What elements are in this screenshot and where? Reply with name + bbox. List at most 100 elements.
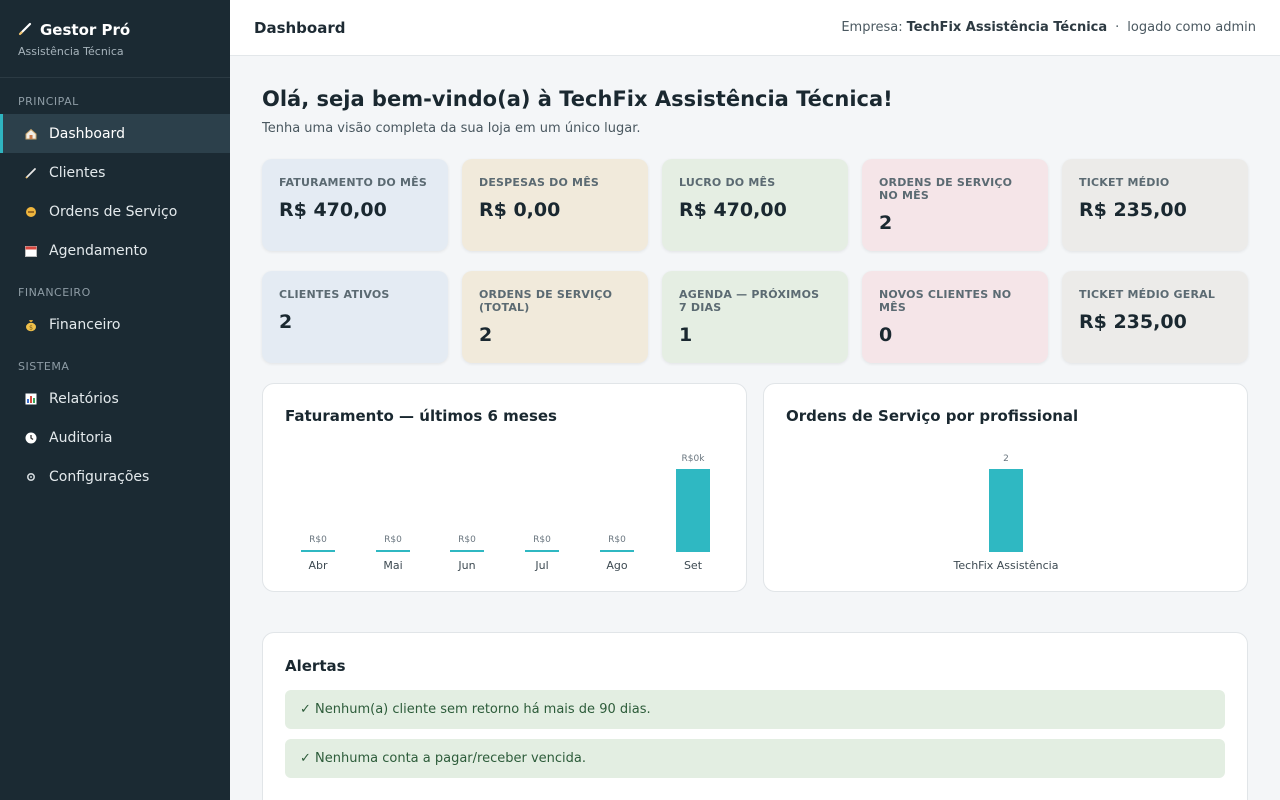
sidebar-item-label: Agendamento [49,242,148,259]
kpi-value: 2 [479,324,493,346]
calendar-icon [22,244,40,258]
bar-value-label: R$0 [458,535,476,545]
wrench-icon [22,205,40,219]
kpi-value: R$ 0,00 [479,199,561,221]
kpi-card: ORDENS DE SERVIÇO NO MÊS 2 [862,159,1048,251]
sidebar: Gestor Pró Assistência Técnica PRINCIPAL… [0,0,230,800]
bar [301,550,335,552]
kpi-label: TICKET MÉDIO GERAL [1079,288,1216,301]
ordens-profissional-chart: 2 TechFix Assistência [953,454,1059,572]
page-title: Dashboard [254,19,346,37]
sidebar-item-clientes[interactable]: Clientes [0,153,230,192]
chart-title: Faturamento — últimos 6 meses [285,407,557,425]
bar-chart-icon [22,392,40,406]
kpi-card: ORDENS DE SERVIÇO (TOTAL) 2 [462,271,648,363]
section-label-financeiro: FINANCEIRO [18,286,91,299]
welcome-subtitle: Tenha uma visão completa da sua loja em … [262,121,641,136]
svg-text:$: $ [29,324,33,331]
alert-text: ✓ Nenhum(a) cliente sem retorno há mais … [300,702,651,717]
kpi-value: R$ 470,00 [279,199,387,221]
chart-panel-ordens-profissional: Ordens de Serviço por profissional 2 Tech… [763,383,1248,592]
bar-value-label: R$0 [309,535,327,545]
money-bag-icon: $ [22,318,40,332]
kpi-card: LUCRO DO MÊS R$ 470,00 [662,159,848,251]
kpi-card: FATURAMENTO DO MÊS R$ 470,00 [262,159,448,251]
topbar: Dashboard Empresa: TechFix Assistência T… [230,0,1280,56]
kpi-value: R$ 470,00 [679,199,787,221]
sidebar-item-financeiro[interactable]: $ Financeiro [0,305,230,344]
sidebar-item-label: Configurações [49,468,150,485]
chart-title: Ordens de Serviço por profissional [786,407,1079,425]
kpi-label: ORDENS DE SERVIÇO NO MÊS [879,176,1013,202]
kpi-value: 2 [279,311,293,333]
sidebar-item-label: Clientes [49,164,106,181]
x-tick-label: Ago [606,559,628,572]
sidebar-item-label: Ordens de Serviço [49,203,178,220]
alert-item: ✓ Nenhuma conta a pagar/receber vencida. [285,739,1225,778]
x-tick-label: Mai [383,559,402,572]
home-icon [22,127,40,141]
sidebar-item-label: Relatórios [49,390,119,407]
kpi-card: TICKET MÉDIO GERAL R$ 235,00 [1062,271,1248,363]
x-tick-label: Jun [457,559,475,572]
gear-icon [22,470,40,484]
kpi-value: R$ 235,00 [1079,199,1187,221]
sidebar-item-label: Auditoria [49,429,113,446]
company-name: TechFix Assistência Técnica [906,20,1108,35]
alerts-title: Alertas [285,657,346,675]
sidebar-item-agendamento[interactable]: Agendamento [0,231,230,270]
kpi-value: 0 [879,324,893,346]
sidebar-item-auditoria[interactable]: Auditoria [0,418,230,457]
bar [989,469,1023,552]
kpi-card: TICKET MÉDIO R$ 235,00 [1062,159,1248,251]
app-name: Gestor Pró [40,21,131,39]
x-tick-label: Abr [308,559,328,572]
sidebar-item-configuracoes[interactable]: Configurações [0,457,230,496]
chart-panel-faturamento: Faturamento — últimos 6 meses R$0 Abr R$0 M… [262,383,747,592]
x-tick-label: TechFix Assistência [953,559,1059,572]
brand-title-row: Gestor Pró [18,20,212,40]
kpi-value: R$ 235,00 [1079,311,1187,333]
x-tick-label: Set [684,559,703,572]
alerts-panel: Alertas ✓ Nenhum(a) cliente sem retorno … [262,632,1248,800]
pencil-icon [22,166,40,180]
kpi-card: NOVOS CLIENTES NO MÊS 0 [862,271,1048,363]
sidebar-item-dashboard[interactable]: Dashboard [0,114,230,153]
company-prefix: Empresa: [841,20,903,35]
kpi-value: 1 [679,324,693,346]
brand: Gestor Pró Assistência Técnica [0,0,230,78]
x-tick-label: Jul [534,559,548,572]
separator: · [1115,20,1120,35]
clock-icon [22,431,40,445]
sidebar-item-relatorios[interactable]: Relatórios [0,379,230,418]
bar-value-label: R$0 [384,535,402,545]
kpi-card: CLIENTES ATIVOS 2 [262,271,448,363]
sidebar-item-ordens-de-servico[interactable]: Ordens de Serviço [0,192,230,231]
kpi-label: FATURAMENTO DO MÊS [279,176,427,189]
kpi-label: NOVOS CLIENTES NO MÊS [879,288,1012,314]
faturamento-chart: R$0 Abr R$0 Mai R$0 Jun R$0 Jul R$0 Ago R$0k Set [301,454,710,572]
kpi-label: AGENDA — PRÓXIMOS 7 DIAS [679,288,820,314]
kpi-value: 2 [879,212,893,234]
bar [376,550,410,552]
welcome-title: Olá, seja bem-vindo(a) à TechFix Assistê… [262,87,893,111]
bar [525,550,559,552]
app-subtitle: Assistência Técnica [18,45,124,58]
kpi-card: DESPESAS DO MÊS R$ 0,00 [462,159,648,251]
kpi-label: LUCRO DO MÊS [679,176,776,189]
alert-item: ✓ Nenhum(a) cliente sem retorno há mais … [285,690,1225,729]
bar-value-label: R$0 [533,535,551,545]
alert-text: ✓ Nenhuma conta a pagar/receber vencida. [300,751,586,766]
kpi-label: ORDENS DE SERVIÇO (TOTAL) [479,288,613,314]
kpi-label: DESPESAS DO MÊS [479,176,600,189]
topbar-user-info: Empresa: TechFix Assistência Técnica · l… [841,20,1256,35]
kpi-label: TICKET MÉDIO [1079,176,1170,189]
bar-value-label: R$0k [682,454,706,464]
sidebar-item-label: Dashboard [49,125,125,142]
bar [450,550,484,552]
kpi-label: CLIENTES ATIVOS [279,288,390,301]
section-label-principal: PRINCIPAL [18,95,79,108]
pencil-icon [18,20,34,40]
sidebar-item-label: Financeiro [49,316,121,333]
bar-value-label: 2 [1003,454,1009,464]
